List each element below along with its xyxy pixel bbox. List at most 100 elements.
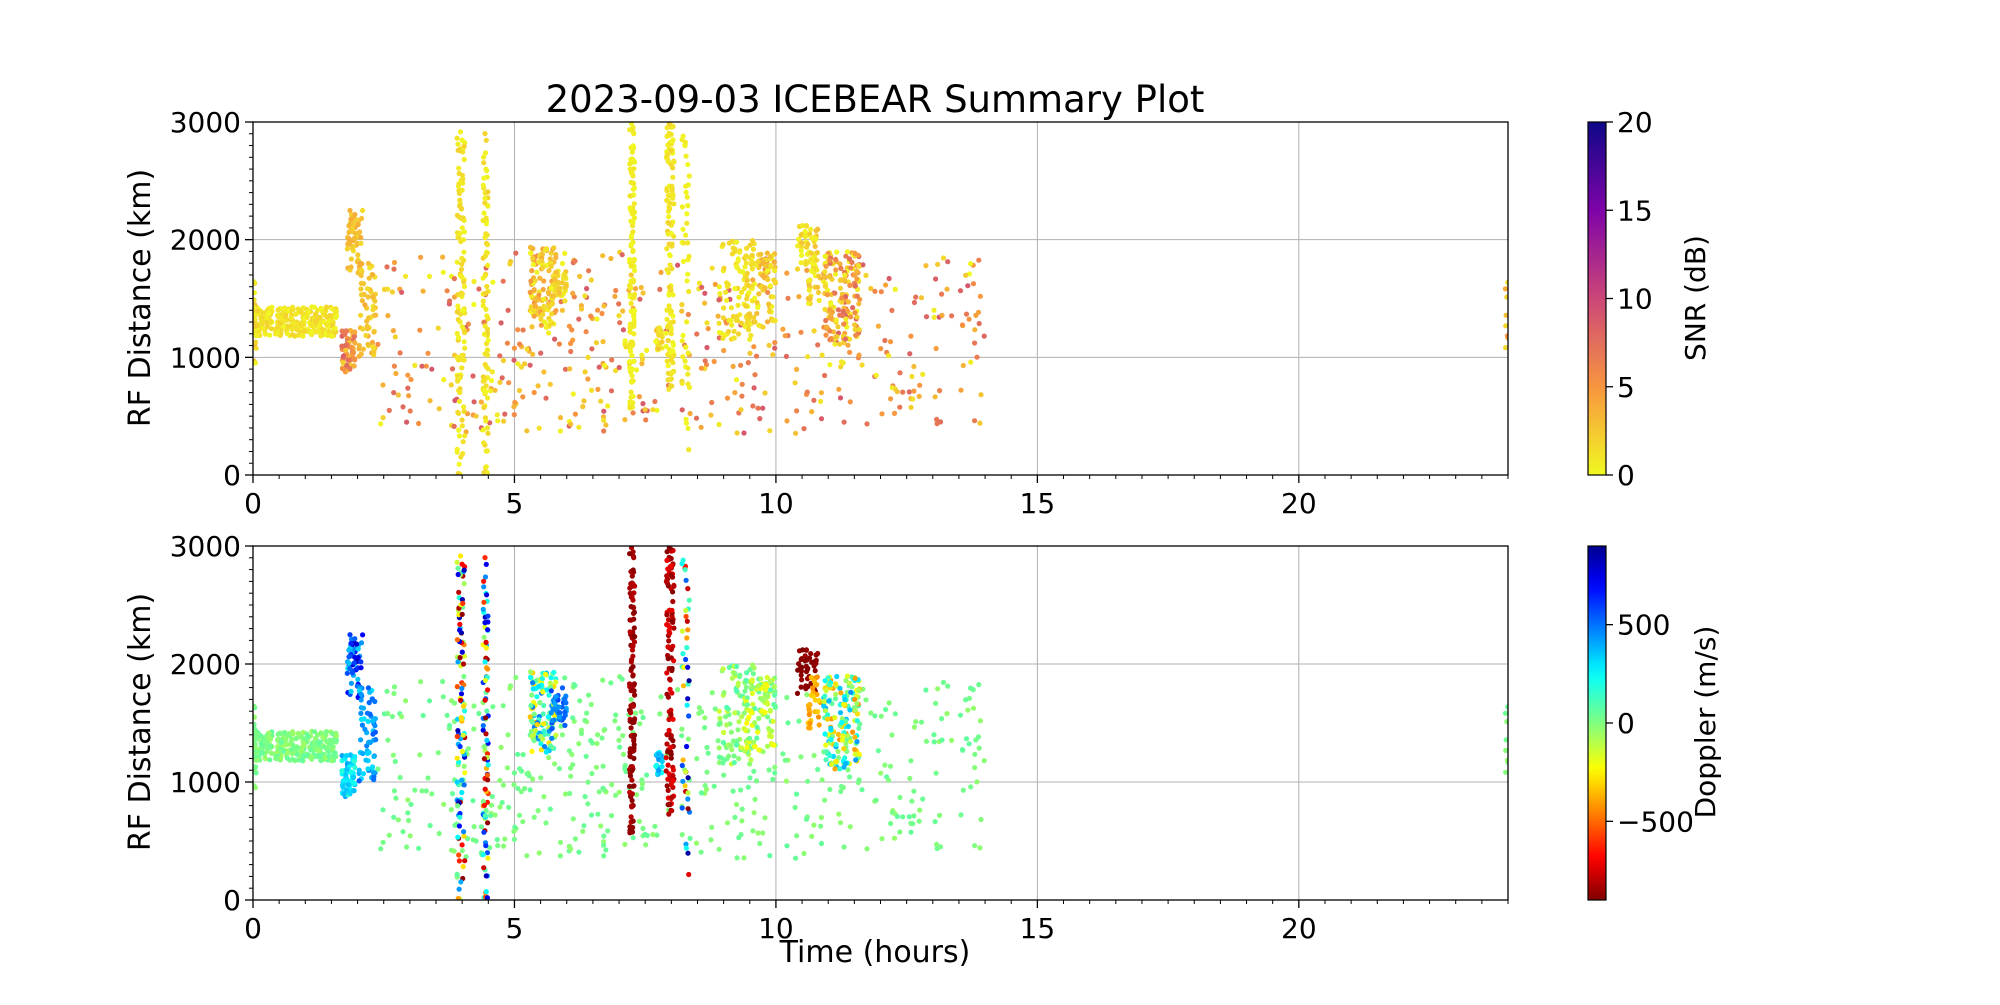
data-point <box>887 339 894 345</box>
data-point <box>540 311 546 318</box>
data-point <box>749 690 756 697</box>
data-point <box>480 427 486 433</box>
data-point <box>849 259 855 265</box>
data-point <box>920 371 926 377</box>
data-point <box>628 814 634 820</box>
data-point <box>629 719 636 726</box>
data-point <box>349 245 355 251</box>
data-point <box>731 335 737 341</box>
data-point <box>562 675 568 681</box>
data-point <box>669 369 675 376</box>
data-point <box>748 332 754 338</box>
data-point <box>856 751 862 757</box>
data-point <box>289 326 295 332</box>
data-point <box>455 571 461 578</box>
data-point <box>863 697 869 703</box>
data-point <box>598 398 604 404</box>
data-point <box>640 290 646 296</box>
data-point <box>505 732 511 738</box>
data-point <box>1505 704 1508 710</box>
data-point <box>482 620 488 626</box>
data-point <box>822 678 828 684</box>
data-point <box>454 212 460 218</box>
data-point <box>482 574 489 580</box>
data-point <box>301 752 307 759</box>
data-point <box>845 723 852 730</box>
data-point <box>841 746 847 752</box>
data-point <box>528 703 534 709</box>
data-point <box>734 855 740 861</box>
data-point <box>650 407 656 413</box>
y-tick-label: 3000 <box>170 106 241 139</box>
data-point <box>393 795 399 801</box>
data-point <box>456 886 462 892</box>
data-point <box>629 777 635 783</box>
data-point <box>728 729 735 735</box>
data-point <box>459 417 465 423</box>
data-point <box>821 274 827 280</box>
data-point <box>588 313 594 319</box>
data-point <box>483 306 489 312</box>
data-point <box>608 813 615 819</box>
data-point <box>381 711 387 717</box>
data-point <box>923 263 929 269</box>
data-point <box>642 831 648 838</box>
data-point <box>417 752 423 758</box>
data-point <box>764 319 771 325</box>
data-point <box>253 339 259 345</box>
data-point <box>731 328 737 334</box>
data-point <box>481 578 487 584</box>
data-point <box>326 753 332 759</box>
data-point <box>752 319 758 325</box>
data-point <box>720 666 726 672</box>
data-point <box>529 692 535 698</box>
data-point <box>541 296 547 302</box>
data-point <box>721 347 727 354</box>
data-point <box>684 635 690 641</box>
data-point <box>548 318 554 324</box>
data-point <box>370 770 376 776</box>
data-point <box>528 304 535 310</box>
colorbar-tick-label: 500 <box>1617 609 1670 642</box>
data-point <box>766 342 772 348</box>
data-point <box>841 277 847 283</box>
data-point <box>495 418 501 424</box>
data-point <box>253 360 258 366</box>
data-point <box>730 363 736 369</box>
data-point <box>549 726 555 732</box>
data-point <box>767 853 773 859</box>
data-point <box>375 766 381 772</box>
data-point <box>833 691 839 697</box>
data-point <box>459 187 465 193</box>
data-point <box>316 739 322 745</box>
data-point <box>301 315 307 322</box>
data-point <box>384 688 390 694</box>
data-point <box>485 627 491 633</box>
data-point <box>596 789 602 795</box>
data-point <box>715 738 721 744</box>
data-point <box>682 143 688 149</box>
data-point <box>847 349 853 355</box>
data-point <box>696 705 703 711</box>
data-point <box>798 260 804 266</box>
data-point <box>666 292 672 298</box>
data-point <box>815 766 821 773</box>
data-point <box>729 675 736 681</box>
data-point <box>845 342 851 348</box>
data-point <box>344 342 350 348</box>
data-point <box>485 687 491 693</box>
data-point <box>685 371 691 377</box>
data-point <box>416 845 422 851</box>
data-point <box>380 839 386 846</box>
data-point <box>894 813 900 820</box>
data-point <box>390 752 396 758</box>
data-point <box>529 748 535 755</box>
data-point <box>640 714 646 721</box>
data-point <box>345 782 351 788</box>
data-point <box>656 767 662 773</box>
data-point <box>363 757 369 763</box>
data-point <box>465 746 471 752</box>
data-point <box>794 408 800 414</box>
data-point <box>485 242 491 248</box>
data-point <box>312 742 318 748</box>
